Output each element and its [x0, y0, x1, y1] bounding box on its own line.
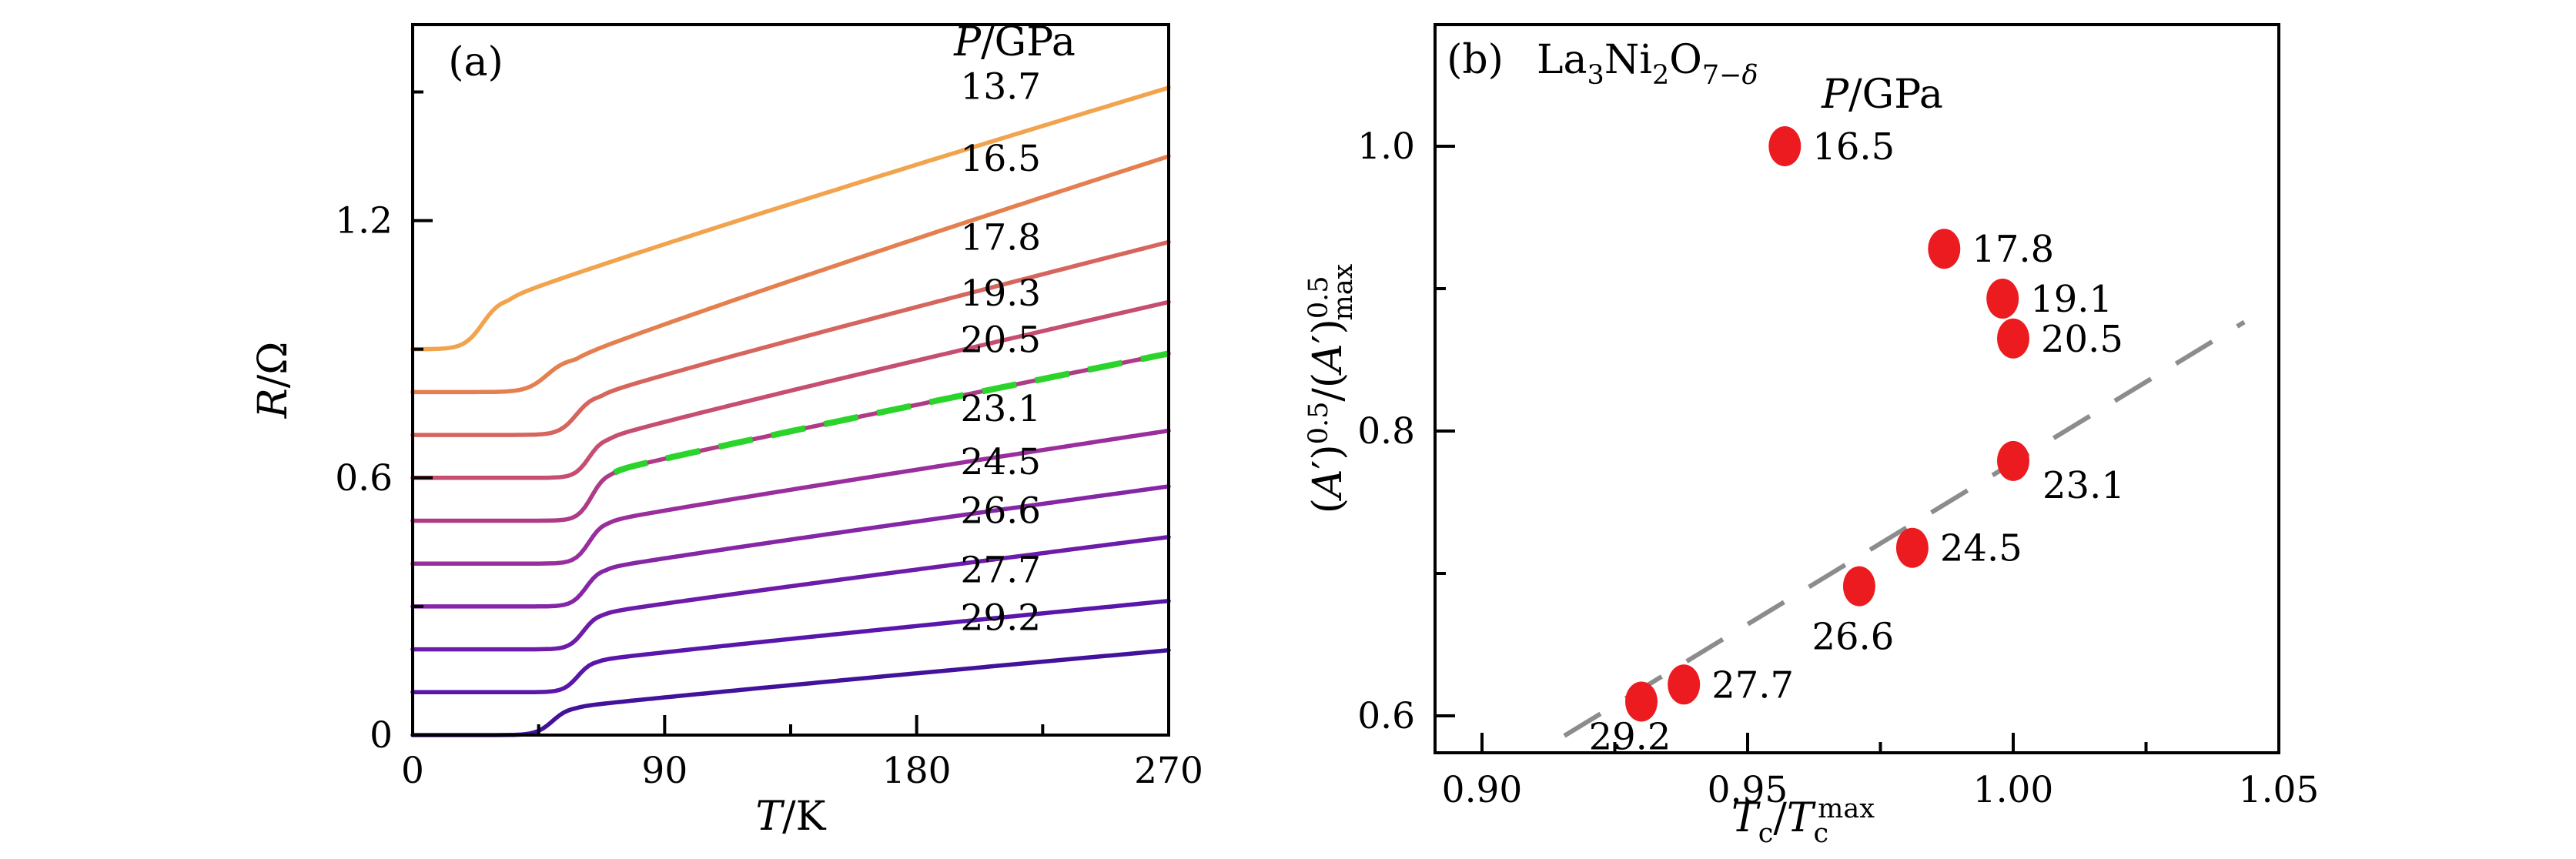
point-17.8-gpa	[1928, 229, 1961, 269]
curve-label-16.5-gpa: 16.5	[960, 138, 1041, 180]
curve-label-17.8-gpa: 17.8	[960, 216, 1041, 259]
point-label-20.5-gpa: 20.5	[2041, 318, 2123, 361]
x-axis-label: Tc/Tcmax	[1731, 794, 1875, 849]
point-23.1-gpa	[1997, 440, 2029, 481]
y-tick-label: 1.2	[335, 200, 393, 242]
curve-13.7-gpa	[410, 85, 1171, 352]
curve-27.7-gpa	[410, 598, 1171, 695]
curve-label-23.1-gpa: 23.1	[960, 388, 1041, 430]
y-tick-label: 1.0	[1357, 125, 1415, 168]
point-19.1-gpa	[1986, 278, 2019, 319]
curve-label-27.7-gpa: 27.7	[960, 549, 1041, 591]
point-20.5-gpa	[1997, 318, 2029, 359]
compound-formula-label: La3Ni2O7−δ	[1537, 37, 1758, 91]
curve-label-19.3-gpa: 19.3	[960, 272, 1041, 315]
point-label-26.6-gpa: 26.6	[1812, 616, 1894, 659]
y-tick-label: 0.6	[1357, 695, 1415, 737]
panel-b-tick-labels: 0.90 0.95 1.00 1.05 1.0 0.8 0.6	[1357, 125, 2319, 811]
x-tick-label: 180	[882, 750, 952, 792]
curve-label-13.7-gpa: 13.7	[960, 65, 1041, 108]
x-axis-label: T/K	[755, 794, 826, 840]
panel-a-ticks	[411, 90, 1170, 737]
curve-16.5-gpa	[410, 154, 1171, 395]
y-axis-label: R/Ω	[250, 342, 296, 419]
point-24.5-gpa	[1895, 527, 1929, 568]
point-label-19.1-gpa: 19.1	[2030, 278, 2113, 321]
point-26.6-gpa	[1842, 566, 1875, 607]
curve-24.5-gpa	[410, 484, 1171, 609]
curve-17.8-gpa	[410, 239, 1171, 437]
curve-label-20.5-gpa: 20.5	[960, 319, 1041, 362]
point-29.2-gpa	[1625, 681, 1658, 722]
panel-b-tag: (b)	[1447, 37, 1504, 83]
trend-dashed-line	[1563, 319, 2246, 738]
point-label-16.5-gpa: 16.5	[1812, 125, 1895, 169]
y-tick-label: 0	[370, 714, 393, 757]
x-tick-label: 1.00	[1973, 769, 2054, 811]
curve-26.6-gpa	[410, 534, 1171, 652]
x-tick-label: 0.95	[1708, 769, 1788, 811]
point-label-23.1-gpa: 23.1	[2042, 464, 2125, 507]
x-tick-label: 0	[401, 750, 424, 792]
point-label-17.8-gpa: 17.8	[1972, 228, 2054, 271]
panel-a-axes-box	[411, 23, 1170, 737]
panel-b-axes-box	[1434, 23, 2280, 754]
curve-label-26.6-gpa: 26.6	[960, 490, 1041, 533]
curve-19.3-gpa	[410, 299, 1171, 480]
curve-pressure-labels: 13.7 16.5 17.8 19.320.5 23.1 24.5 26.6 27.7 29.2	[960, 65, 1041, 639]
panel-a-tag: (a)	[448, 39, 503, 85]
panel-a-tick-labels: 0 90 180 270 0 0.6 1.2	[335, 200, 1203, 792]
linear-fit-dashed-line	[613, 350, 1169, 476]
pressure-legend-title: P/GPa	[953, 19, 1076, 65]
pressure-legend-title: P/GPa	[1821, 72, 1943, 118]
point-label-27.7-gpa: 27.7	[1711, 663, 1794, 707]
y-tick-label: 0.8	[1357, 410, 1415, 453]
panel-b: 16.517.819.120.523.124.526.627.729.20.90…	[1303, 23, 2319, 849]
y-axis-label: (A′)0.5/(A′)0.5max	[1303, 263, 1359, 513]
x-tick-label: 0.90	[1442, 769, 1523, 811]
x-tick-label: 1.05	[2239, 769, 2320, 811]
panel-b-ticks	[1435, 145, 2280, 753]
y-tick-label: 0.6	[335, 457, 393, 500]
point-16.5-gpa	[1768, 126, 1802, 166]
resistance-curves	[410, 85, 1171, 737]
curve-23.1-gpa	[410, 428, 1171, 566]
scatter-points: 16.517.819.120.523.124.526.627.729.2	[1589, 125, 2125, 759]
x-tick-label: 270	[1134, 750, 1203, 792]
point-27.7-gpa	[1668, 664, 1701, 705]
curve-label-29.2-gpa: 29.2	[960, 597, 1041, 640]
x-tick-label: 90	[641, 750, 687, 792]
point-label-24.5-gpa: 24.5	[1940, 527, 2022, 570]
curve-label-24.5-gpa: 24.5	[960, 441, 1041, 483]
